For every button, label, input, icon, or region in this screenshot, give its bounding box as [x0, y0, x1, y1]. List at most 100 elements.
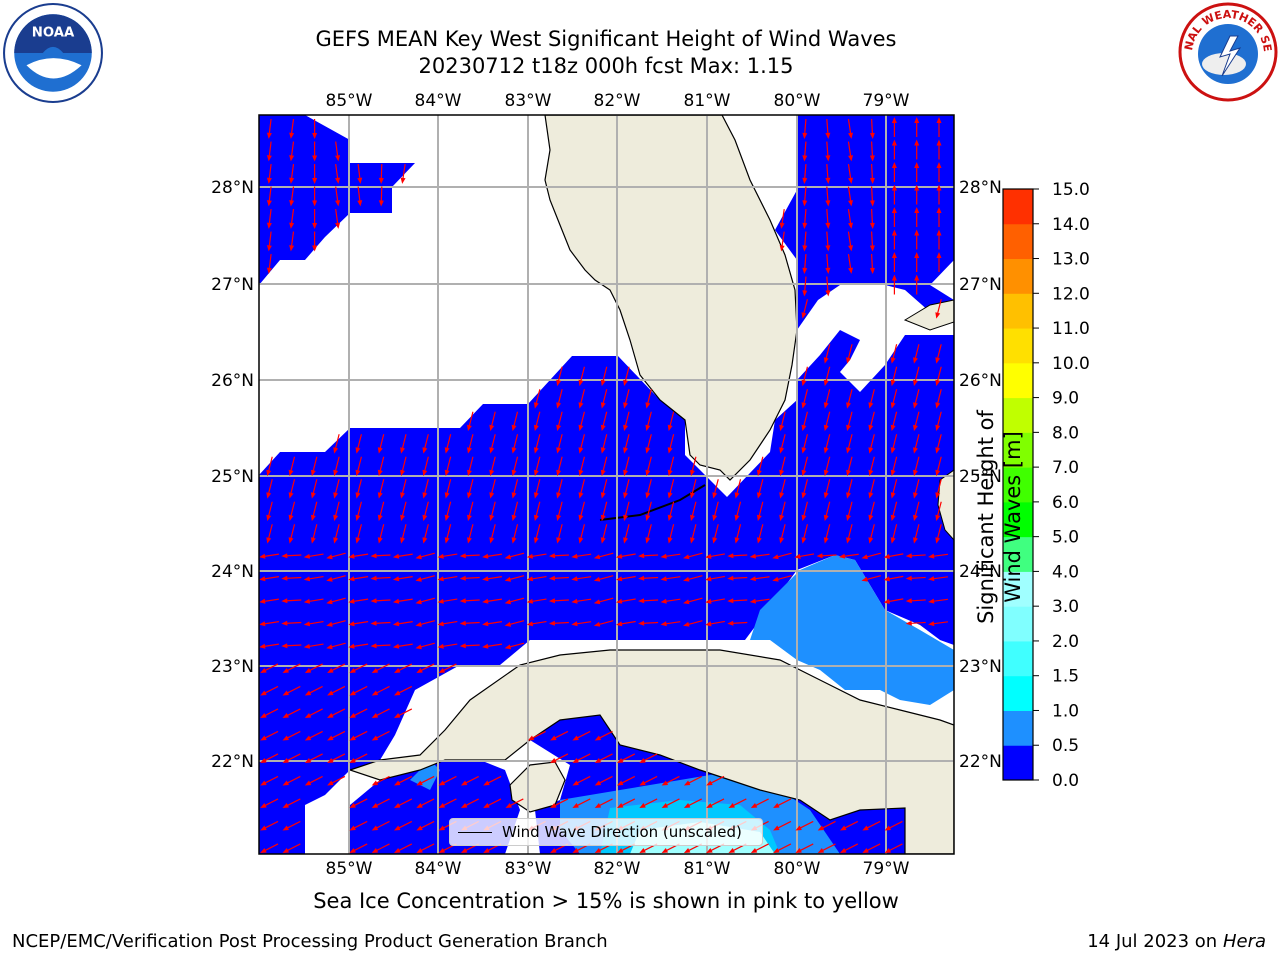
wave-direction-arrow: [638, 620, 659, 626]
nws-logo: NATIONAL WEATHER SERVICE: [1178, 2, 1278, 102]
wave-direction-arrow: [846, 411, 853, 432]
wave-direction-arrow: [556, 389, 563, 409]
wave-direction-arrow: [438, 663, 457, 673]
wave-direction-arrow: [511, 479, 519, 499]
wave-direction-arrow: [705, 620, 725, 627]
wave-direction-arrow: [489, 479, 496, 499]
wave-direction-arrow: [437, 598, 458, 604]
wave-direction-arrow: [823, 479, 831, 499]
wave-direction-arrow: [839, 820, 859, 831]
wave-direction-arrow: [282, 730, 301, 741]
wave-direction-arrow: [578, 411, 586, 432]
wave-direction-arrow: [801, 524, 809, 544]
wave-direction-arrow: [548, 620, 569, 626]
wave-direction-arrow: [825, 118, 831, 139]
wave-direction-arrow: [370, 553, 391, 559]
wave-direction-arrow: [489, 524, 496, 544]
wave-direction-arrow: [326, 642, 346, 650]
wave-direction-arrow: [891, 184, 897, 205]
wave-direction-arrow: [935, 479, 942, 499]
wave-direction-arrow: [572, 775, 591, 786]
wave-direction-arrow: [756, 456, 764, 477]
wave-direction-arrow: [869, 141, 875, 162]
wave-direction-arrow: [756, 479, 764, 499]
wave-direction-arrow: [935, 366, 942, 387]
wave-direction-arrow: [578, 456, 586, 477]
wave-direction-arrow: [869, 163, 875, 184]
lon-tick-label: 82°W: [594, 91, 641, 111]
wave-direction-arrow: [846, 524, 853, 544]
ocean-shade-0-05: [259, 115, 954, 854]
wave-direction-arrow: [890, 456, 898, 477]
wave-direction-arrow: [661, 775, 680, 786]
wave-direction-arrow: [326, 575, 346, 582]
wave-direction-arrow: [817, 843, 836, 853]
wave-direction-arrow: [936, 184, 942, 205]
wave-direction-arrow: [869, 231, 875, 252]
wave-direction-arrow: [756, 524, 764, 544]
wave-direction-arrow: [266, 208, 272, 229]
wave-direction-arrow: [335, 209, 341, 229]
wave-direction-arrow: [511, 456, 519, 477]
wave-direction-arrow: [914, 139, 920, 160]
colorbar-segment: [1003, 258, 1033, 294]
wave-direction-arrow: [623, 479, 630, 499]
wave-direction-arrow: [594, 753, 613, 763]
wave-direction-arrow: [281, 643, 302, 649]
wave-direction-arrow: [935, 389, 942, 409]
wave-direction-arrow: [289, 231, 295, 252]
wave-direction-arrow: [825, 231, 831, 252]
wave-direction-arrow: [802, 253, 808, 274]
wave-direction-arrow: [327, 730, 346, 741]
wave-direction-arrow: [891, 117, 897, 137]
wave-direction-arrow: [578, 479, 586, 499]
wave-direction-arrow: [259, 621, 279, 627]
wave-direction-arrow: [327, 775, 346, 786]
wave-direction-arrow: [393, 843, 413, 853]
host-name: Hera: [1222, 931, 1266, 952]
wave-direction-arrow: [422, 456, 429, 477]
colorbar-tick-label: 11.0: [1052, 319, 1090, 339]
wave-direction-arrow: [437, 620, 458, 627]
colorbar-segment: [1003, 640, 1033, 677]
wave-direction-arrow: [690, 501, 697, 522]
wave-direction-arrow: [823, 411, 831, 432]
wave-direction-arrow: [795, 820, 814, 831]
wave-direction-arrow: [533, 479, 541, 499]
wave-direction-arrow: [935, 411, 942, 432]
wave-direction-arrow: [868, 456, 875, 477]
wave-direction-arrow: [823, 434, 831, 454]
wave-direction-arrow: [335, 141, 341, 162]
wave-direction-arrow: [801, 479, 809, 499]
colorbar-tick-label: 1.5: [1052, 667, 1079, 687]
lat-tick-label: 26°N: [211, 371, 254, 391]
wave-direction-arrow: [572, 730, 591, 741]
wave-direction-arrow: [779, 434, 786, 454]
wave-direction-arrow: [801, 456, 809, 477]
wave-direction-arrow: [571, 621, 592, 627]
wave-direction-arrow: [600, 456, 608, 477]
lat-tick-label: 24°N: [211, 562, 254, 582]
wave-direction-arrow: [869, 208, 875, 229]
wave-direction-arrow: [526, 553, 547, 559]
wave-direction-arrow: [349, 843, 368, 853]
wave-direction-arrow: [935, 344, 942, 364]
wave-direction-arrow: [437, 553, 458, 559]
wave-direction-arrow: [260, 730, 279, 741]
wave-direction-arrow: [623, 456, 630, 477]
wave-direction-arrow: [459, 575, 480, 581]
bahamas-land: [903, 299, 954, 331]
wave-direction-arrow: [846, 501, 853, 522]
wave-direction-arrow: [548, 575, 569, 581]
wave-direction-arrow: [891, 274, 897, 295]
wave-direction-arrow: [667, 411, 675, 432]
wave-direction-arrow: [936, 139, 942, 160]
wave-direction-arrow: [444, 456, 452, 477]
wave-direction-arrow: [266, 524, 273, 544]
wave-direction-arrow: [548, 553, 569, 559]
map-area: [259, 115, 954, 854]
wave-direction-arrow: [802, 141, 808, 162]
wave-direction-arrow: [727, 553, 748, 559]
wave-direction-arrow: [260, 798, 279, 808]
wave-direction-arrow: [282, 820, 301, 831]
